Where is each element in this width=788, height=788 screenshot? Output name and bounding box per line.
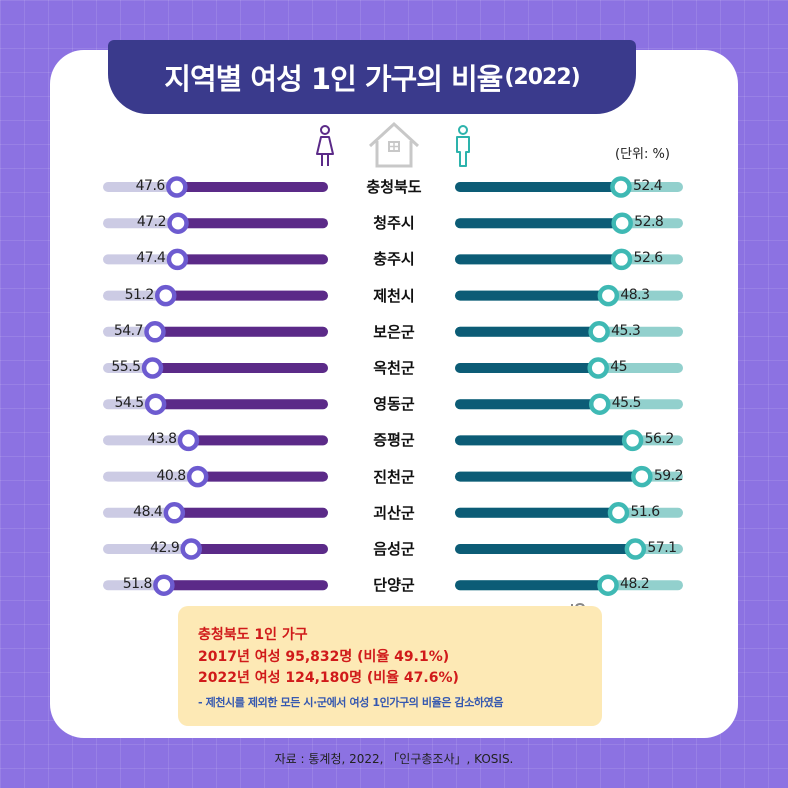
female-marker [177, 429, 200, 452]
region-label: 청주시 [373, 214, 415, 233]
female-value-label: 48.4 [133, 503, 163, 520]
region-label: 옥천군 [373, 359, 415, 377]
title-banner: 지역별 여성 1인 가구의 비율 (2022) [108, 40, 636, 114]
male-marker [587, 357, 609, 379]
note-2022: 2022년 여성 124,180명 (비율 47.6%) [198, 670, 459, 686]
male-value-label: 45 [610, 359, 628, 375]
female-marker [141, 357, 164, 379]
male-marker [631, 465, 653, 488]
male-marker [611, 212, 633, 234]
female-marker [166, 248, 189, 271]
male-marker [597, 574, 619, 596]
male-value-label: 57.1 [647, 540, 677, 556]
female-marker [153, 574, 175, 596]
male-value-label: 48.3 [620, 286, 650, 303]
region-label: 괴산군 [373, 503, 415, 522]
male-value-label: 52.8 [634, 214, 664, 231]
note-box: 충청북도 1인 가구 2017년 여성 95,832명 (비율 49.1%) 2… [178, 606, 602, 726]
male-marker [597, 284, 620, 307]
region-label: 진천군 [373, 467, 415, 486]
region-label: 증평군 [373, 431, 415, 450]
region-label: 제천시 [373, 286, 415, 305]
female-marker [166, 176, 188, 198]
male-value-label: 51.6 [630, 503, 660, 520]
female-marker [163, 502, 186, 524]
male-value-label: 52.6 [633, 250, 664, 267]
chart-title-year: (2022) [504, 64, 580, 90]
region-label: 단양군 [373, 576, 415, 595]
male-marker [610, 248, 633, 271]
note-summary: - 제천시를 제외한 모든 시·군에서 여성 1인가구의 비율은 감소하였음 [198, 696, 504, 709]
female-value-label: 54.7 [113, 322, 144, 339]
female-value-label: 43.8 [147, 431, 177, 448]
male-marker [610, 176, 632, 198]
female-value-label: 51.2 [124, 286, 155, 303]
female-marker [186, 465, 209, 488]
female-marker [167, 212, 189, 234]
female-marker [154, 284, 177, 307]
female-value-label: 47.2 [136, 214, 167, 231]
male-marker [624, 538, 647, 560]
male-marker [588, 321, 610, 343]
region-label: 충주시 [373, 250, 415, 269]
female-marker [144, 321, 166, 343]
unit-label: (단위: %) [615, 147, 670, 162]
male-marker [589, 393, 611, 415]
male-figure-icon [456, 125, 470, 167]
male-value-label: 52.4 [632, 178, 663, 194]
male-value-label: 56.2 [644, 431, 675, 448]
source-note: 자료 : 통계청, 2022, 「인구총조사」, KOSIS. [274, 752, 514, 766]
region-label: 영동군 [373, 395, 415, 414]
female-value-label: 55.5 [111, 359, 141, 375]
male-value-label: 48.2 [620, 576, 650, 593]
female-figure-icon [316, 125, 334, 166]
note-2017: 2017년 여성 95,832명 (비율 49.1%) [198, 649, 450, 665]
region-label: 음성군 [373, 540, 415, 558]
female-value-label: 47.6 [135, 178, 166, 194]
male-value-label: 45.3 [611, 322, 641, 339]
male-value-label: 59.2 [653, 467, 684, 484]
female-value-label: 40.8 [156, 467, 187, 484]
female-value-label: 42.9 [150, 540, 180, 556]
chart-title: 지역별 여성 1인 가구의 비율 [164, 62, 503, 96]
male-marker [607, 502, 630, 524]
female-marker [144, 393, 167, 415]
note-heading: 충청북도 1인 가구 [198, 627, 308, 643]
region-label: 보은군 [373, 322, 415, 341]
female-value-label: 54.5 [114, 395, 144, 412]
house-icon [368, 121, 420, 168]
region-label: 충청북도 [366, 178, 422, 196]
female-value-label: 47.4 [136, 250, 166, 267]
female-value-label: 51.8 [122, 576, 153, 593]
male-value-label: 45.5 [611, 395, 642, 412]
female-marker [180, 538, 202, 560]
male-marker [621, 429, 644, 452]
